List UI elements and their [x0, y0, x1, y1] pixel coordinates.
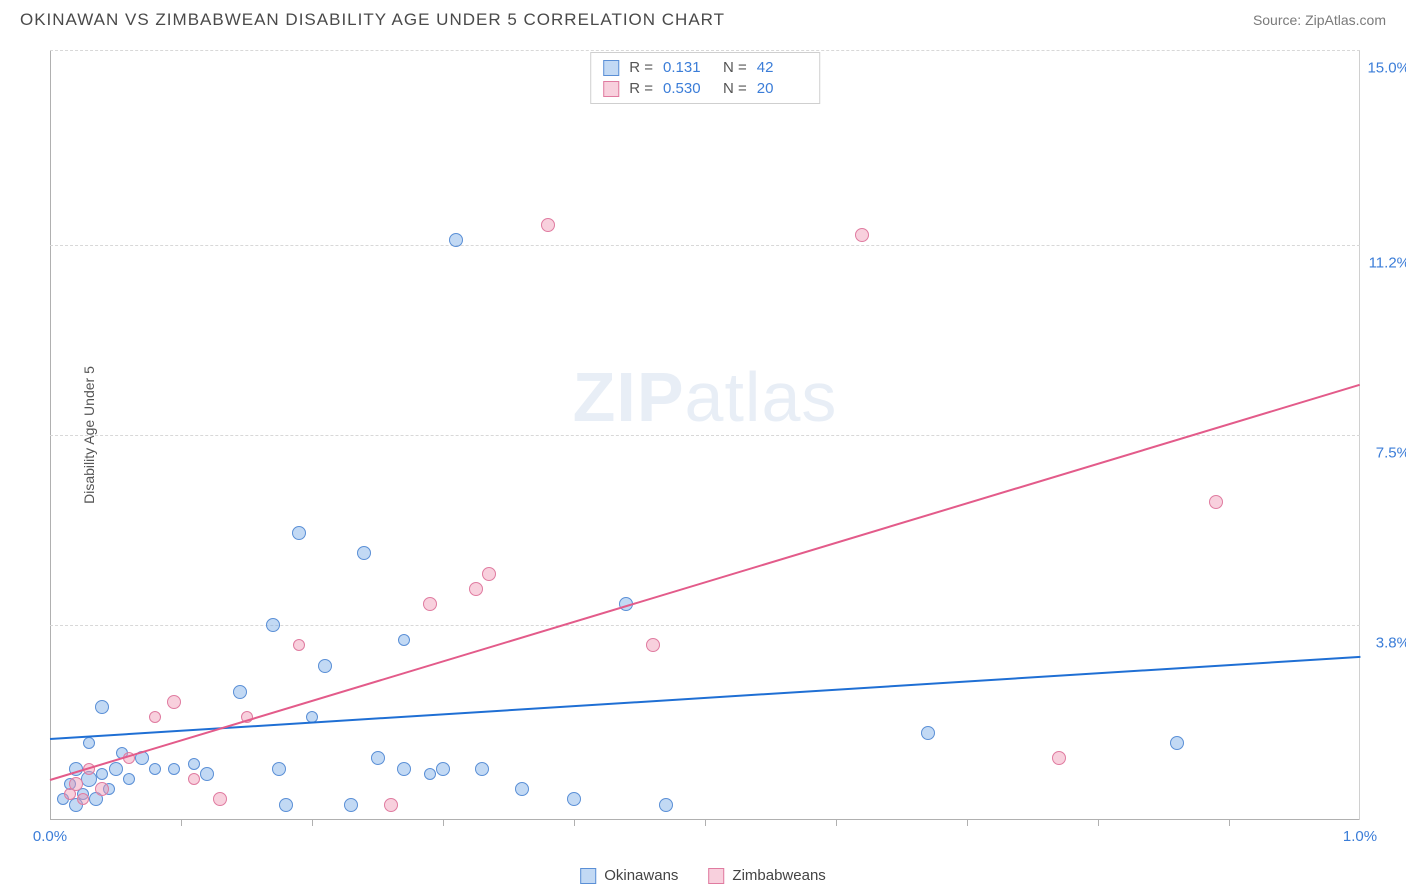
scatter-point — [149, 711, 161, 723]
scatter-point — [69, 777, 83, 791]
scatter-point — [1052, 751, 1066, 765]
scatter-point — [123, 773, 135, 785]
gridline — [50, 245, 1360, 246]
scatter-point — [398, 634, 410, 646]
x-minor-tick — [1098, 820, 1099, 826]
legend-swatch — [708, 868, 724, 884]
y-tick-label: 3.8% — [1362, 634, 1406, 651]
legend-swatch — [580, 868, 596, 884]
x-minor-tick — [312, 820, 313, 826]
r-label: R = — [629, 80, 653, 97]
scatter-point — [371, 751, 385, 765]
scatter-point — [1170, 736, 1184, 750]
scatter-point — [397, 762, 411, 776]
scatter-point — [357, 546, 371, 560]
scatter-point — [96, 768, 108, 780]
scatter-point — [423, 597, 437, 611]
legend-item: Zimbabweans — [708, 867, 825, 884]
scatter-point — [233, 685, 247, 699]
n-label: N = — [723, 59, 747, 76]
scatter-point — [921, 726, 935, 740]
scatter-point — [95, 782, 109, 796]
x-minor-tick — [181, 820, 182, 826]
x-minor-tick — [836, 820, 837, 826]
y-tick-label: 15.0% — [1362, 60, 1406, 77]
scatter-point — [344, 798, 358, 812]
y-tick-label: 7.5% — [1362, 445, 1406, 462]
scatter-point — [1209, 495, 1223, 509]
bottom-legend: Okinawans Zimbabweans — [580, 867, 826, 884]
r-value: 0.131 — [663, 59, 713, 76]
scatter-point — [292, 526, 306, 540]
scatter-point — [469, 582, 483, 596]
scatter-point — [272, 762, 286, 776]
scatter-point — [318, 659, 332, 673]
chart-title: OKINAWAN VS ZIMBABWEAN DISABILITY AGE UN… — [20, 10, 725, 30]
scatter-point — [384, 798, 398, 812]
scatter-point — [424, 768, 436, 780]
scatter-point — [167, 695, 181, 709]
source-label: Source: ZipAtlas.com — [1253, 12, 1386, 28]
x-minor-tick — [443, 820, 444, 826]
scatter-point — [646, 638, 660, 652]
scatter-point — [541, 218, 555, 232]
stat-row: R = 0.530 N = 20 — [603, 78, 807, 99]
scatter-point — [475, 762, 489, 776]
y-tick-label: 11.2% — [1362, 255, 1406, 272]
plot-region: ZIPatlas R =0.131N =42R =0.530N =20 3.8%… — [50, 50, 1360, 820]
x-minor-tick — [705, 820, 706, 826]
chart-header: OKINAWAN VS ZIMBABWEAN DISABILITY AGE UN… — [0, 0, 1406, 35]
r-value: 0.530 — [663, 80, 713, 97]
r-label: R = — [629, 59, 653, 76]
x-tick-label: 1.0% — [1343, 828, 1377, 845]
correlation-stats-box: R = 0.131 N = 42 R = 0.530 N = 20 — [590, 52, 820, 104]
scatter-point — [168, 763, 180, 775]
n-value: 20 — [757, 80, 807, 97]
trend-line — [50, 656, 1360, 740]
legend-item: Okinawans — [580, 867, 678, 884]
gridline — [50, 625, 1360, 626]
scatter-point — [436, 762, 450, 776]
scatter-point — [188, 758, 200, 770]
watermark: ZIPatlas — [573, 357, 838, 437]
scatter-point — [109, 762, 123, 776]
legend-label: Okinawans — [604, 867, 678, 884]
scatter-point — [659, 798, 673, 812]
scatter-point — [449, 233, 463, 247]
trend-line — [50, 384, 1361, 781]
n-value: 42 — [757, 59, 807, 76]
legend-label: Zimbabweans — [732, 867, 825, 884]
x-minor-tick — [967, 820, 968, 826]
chart-area: Disability Age Under 5 ZIPatlas R =0.131… — [50, 50, 1360, 820]
x-minor-tick — [1229, 820, 1230, 826]
scatter-point — [266, 618, 280, 632]
n-label: N = — [723, 80, 747, 97]
scatter-point — [213, 792, 227, 806]
scatter-point — [279, 798, 293, 812]
scatter-point — [149, 763, 161, 775]
x-minor-tick — [574, 820, 575, 826]
scatter-point — [482, 567, 496, 581]
scatter-point — [83, 737, 95, 749]
stat-row: R = 0.131 N = 42 — [603, 57, 807, 78]
scatter-point — [855, 228, 869, 242]
series-swatch — [603, 81, 619, 97]
series-swatch — [603, 60, 619, 76]
scatter-point — [188, 773, 200, 785]
scatter-point — [200, 767, 214, 781]
scatter-point — [77, 793, 89, 805]
scatter-point — [95, 700, 109, 714]
scatter-point — [293, 639, 305, 651]
scatter-point — [515, 782, 529, 796]
x-tick-label: 0.0% — [33, 828, 67, 845]
gridline — [50, 50, 1360, 51]
scatter-point — [567, 792, 581, 806]
gridline — [50, 435, 1360, 436]
